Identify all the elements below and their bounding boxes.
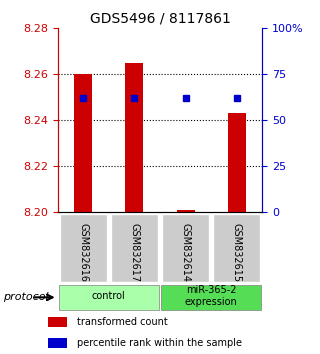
Text: GSM832615: GSM832615 [232,223,242,282]
FancyBboxPatch shape [161,285,261,310]
FancyBboxPatch shape [213,214,260,282]
Text: transformed count: transformed count [77,317,168,327]
Title: GDS5496 / 8117861: GDS5496 / 8117861 [90,12,230,26]
Bar [48,317,67,327]
FancyBboxPatch shape [162,214,209,282]
Text: control: control [92,291,126,301]
FancyBboxPatch shape [60,214,107,282]
Bar [228,114,246,212]
Bar [74,74,92,212]
FancyBboxPatch shape [111,214,158,282]
Bar [125,63,143,212]
Text: GSM832614: GSM832614 [180,223,191,282]
Text: protocol: protocol [3,292,49,302]
FancyBboxPatch shape [59,285,159,310]
Bar [48,338,67,348]
Bar [177,210,195,212]
Text: percentile rank within the sample: percentile rank within the sample [77,338,242,348]
Text: miR-365-2
expression: miR-365-2 expression [185,285,237,307]
Text: GSM832617: GSM832617 [129,223,140,282]
Text: GSM832616: GSM832616 [78,223,88,282]
